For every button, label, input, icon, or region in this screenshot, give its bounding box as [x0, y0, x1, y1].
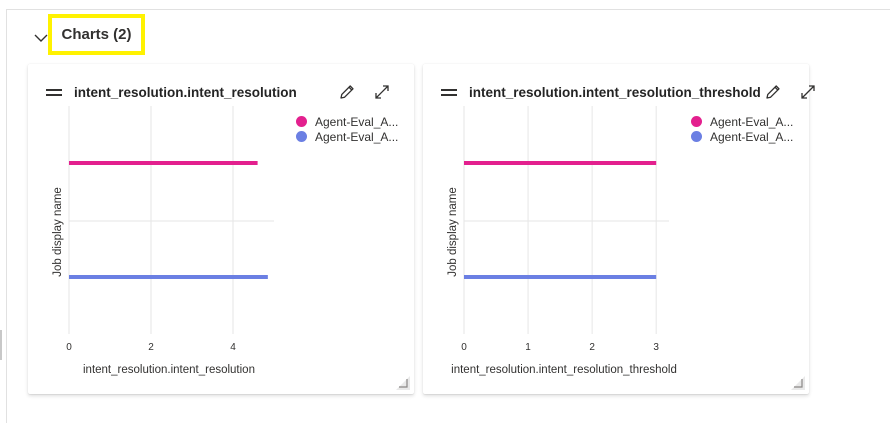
x-tick-label: 4 [230, 342, 236, 353]
section-title: Charts (2) [61, 26, 132, 43]
section-title-highlight: Charts (2) [48, 14, 145, 55]
legend-swatch [691, 131, 702, 142]
legend-label: Agent-Eval_A... [315, 114, 399, 129]
y-axis-label: Job display name [447, 187, 459, 277]
resize-grip-icon[interactable] [396, 376, 410, 390]
charts-panel [6, 9, 890, 423]
x-tick-label: 0 [461, 342, 467, 353]
section-header[interactable] [33, 28, 49, 48]
legend-item[interactable]: Agent-Eval_A... [296, 129, 398, 144]
legend-label: Agent-Eval_A... [315, 129, 399, 144]
legend-item[interactable]: Agent-Eval_A... [691, 129, 793, 144]
resize-grip-icon[interactable] [791, 376, 805, 390]
legend-item[interactable]: Agent-Eval_A... [296, 114, 398, 129]
legend-swatch [296, 116, 307, 127]
x-axis-label: intent_resolution.intent_resolution [83, 364, 255, 376]
expand-icon[interactable] [372, 82, 392, 102]
bar [464, 275, 657, 279]
chart-legend: Agent-Eval_A... Agent-Eval_A... [691, 114, 793, 144]
drag-handle-icon[interactable] [46, 86, 62, 98]
chart-card: intent_resolution.intent_resolution 0 2 4 i… [28, 64, 414, 394]
x-tick-label: 2 [148, 342, 154, 353]
x-tick-label: 3 [653, 342, 659, 353]
chart-plot: 0 1 2 3 intent_resolution.intent_resolution_… [447, 106, 677, 376]
chevron-down-icon[interactable] [33, 30, 49, 46]
drag-handle-icon[interactable] [441, 86, 457, 98]
expand-icon[interactable] [798, 82, 818, 102]
legend-swatch [691, 116, 702, 127]
chart-card-header: intent_resolution.intent_resolution_thre… [441, 82, 791, 102]
legend-label: Agent-Eval_A... [710, 114, 794, 129]
bar [69, 275, 268, 279]
y-axis-label: Job display name [52, 187, 64, 277]
splitter-handle[interactable] [0, 330, 2, 360]
chart-card-header: intent_resolution.intent_resolution [46, 82, 396, 102]
chart-card: intent_resolution.intent_resolution_thre… [423, 64, 815, 394]
legend-label: Agent-Eval_A... [710, 129, 794, 144]
chart-title: intent_resolution.intent_resolution [74, 84, 297, 100]
x-axis-label: intent_resolution.intent_resolution_thre… [451, 364, 677, 376]
x-tick-label: 0 [66, 342, 72, 353]
x-tick-label: 1 [525, 342, 531, 353]
x-tick-label: 2 [589, 342, 595, 353]
pencil-icon[interactable] [337, 82, 357, 102]
chart-legend: Agent-Eval_A... Agent-Eval_A... [296, 114, 398, 144]
legend-swatch [296, 131, 307, 142]
chart-plot: 0 2 4 intent_resolution.intent_resolution Jo… [52, 106, 274, 376]
pencil-icon[interactable] [763, 82, 783, 102]
chart-title: intent_resolution.intent_resolution_thre… [469, 84, 761, 100]
bar [464, 161, 657, 165]
bar [69, 161, 258, 165]
legend-item[interactable]: Agent-Eval_A... [691, 114, 793, 129]
